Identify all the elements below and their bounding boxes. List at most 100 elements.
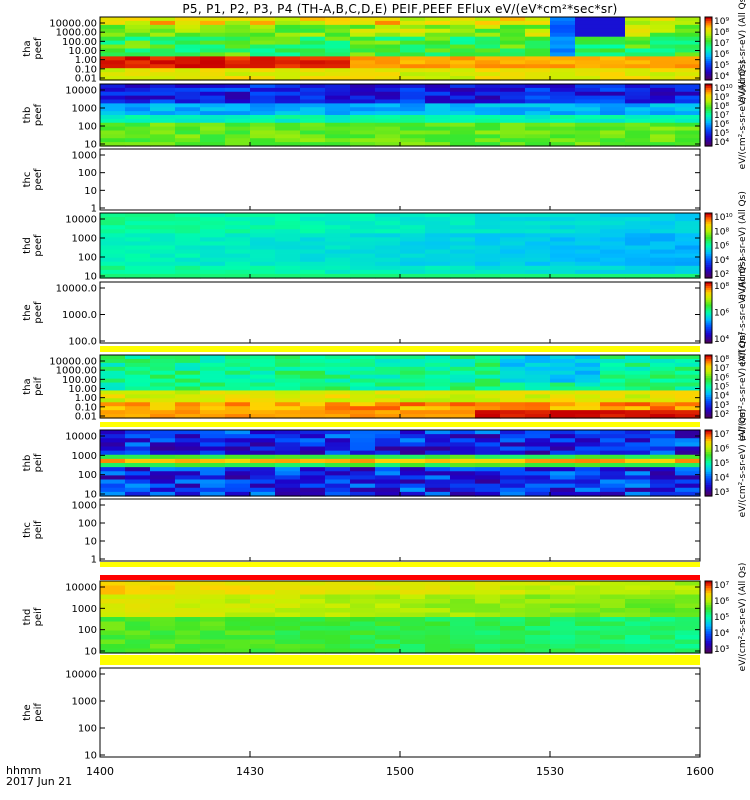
heat-cell: [275, 463, 301, 468]
heat-cell: [675, 406, 701, 411]
heat-cell: [150, 241, 176, 247]
y-tick-label: 10: [84, 490, 97, 501]
heat-cell: [200, 217, 226, 222]
heat-cell: [275, 410, 301, 415]
heat-cell: [400, 273, 426, 279]
heat-cell: [175, 394, 201, 399]
heat-cell: [525, 261, 551, 267]
heat-cell: [475, 355, 501, 360]
heat-cell: [525, 398, 551, 403]
colorbar-tick-label: 10⁶: [714, 597, 729, 607]
colorbar-cell: [705, 110, 712, 114]
colorbar-cell: [705, 585, 712, 589]
heat-cell: [200, 599, 226, 605]
heat-cell: [250, 414, 276, 419]
heat-cell: [575, 32, 601, 38]
heat-cell: [525, 103, 551, 108]
heat-cell: [150, 487, 176, 493]
heat-cell: [675, 269, 701, 275]
heat-cell: [225, 491, 251, 497]
heat-cell: [325, 115, 351, 120]
y-tick-label: 100: [78, 168, 97, 179]
y-axis-label-line: thd: [22, 237, 33, 254]
heat-cell: [575, 402, 601, 407]
heat-cell: [475, 91, 501, 97]
heat-cell: [475, 463, 501, 468]
heat-cell: [675, 479, 701, 485]
colorbar-cell: [705, 590, 712, 594]
heat-cell: [500, 217, 526, 222]
heat-cell: [200, 390, 226, 395]
colorbar-cell: [705, 399, 712, 402]
heat-cell: [300, 76, 326, 81]
heat-cell: [600, 438, 626, 443]
colorbar-cell: [705, 127, 712, 131]
colorbar-cell: [705, 115, 712, 118]
heat-cell: [125, 599, 151, 605]
heat-cell: [475, 430, 501, 435]
heat-cell: [525, 134, 551, 139]
heat-cell: [300, 60, 326, 65]
heat-cell: [625, 398, 651, 403]
heat-cell: [100, 95, 126, 101]
heat-cell: [450, 390, 476, 395]
heat-cell: [375, 406, 401, 411]
heat-cell: [600, 648, 626, 654]
heat-cell: [500, 253, 526, 259]
heat-cell: [400, 639, 426, 645]
heat-cell: [600, 390, 626, 395]
heat-cell: [450, 386, 476, 392]
colorbar-cell: [705, 292, 712, 295]
heat-cell: [475, 406, 501, 411]
heat-cell: [550, 608, 576, 614]
heat-cell: [375, 434, 401, 439]
heat-cell: [675, 370, 701, 376]
heat-cell: [375, 635, 401, 641]
colorbar-cell: [705, 46, 712, 50]
heat-cell: [625, 442, 651, 448]
heat-cell: [450, 467, 476, 472]
heat-cell: [400, 217, 426, 222]
x-tick-label-1600: 1600: [686, 765, 714, 778]
heat-cell: [100, 491, 126, 497]
heat-cell: [225, 56, 251, 61]
heat-cell: [425, 639, 451, 645]
heat-cell: [350, 24, 376, 30]
heat-cell: [400, 446, 426, 452]
heat-cell: [400, 142, 426, 147]
colorbar-cell: [705, 607, 712, 611]
colorbar-cell: [705, 65, 712, 68]
heat-cell: [600, 471, 626, 476]
heat-cell: [225, 442, 251, 448]
heat-cell: [200, 115, 226, 120]
heat-cell: [575, 269, 601, 275]
heat-cell: [175, 134, 201, 139]
heat-cell: [100, 594, 126, 600]
heat-cell: [675, 20, 701, 26]
heat-cell: [325, 52, 351, 57]
heat-cell: [225, 32, 251, 38]
heat-cell: [125, 635, 151, 641]
heat-cell: [625, 639, 651, 645]
heat-cell: [275, 438, 301, 443]
heat-cell: [600, 138, 626, 143]
heat-cell: [575, 138, 601, 143]
heat-cell: [250, 237, 276, 243]
heat-cell: [350, 585, 376, 591]
heat-cell: [100, 60, 126, 65]
heat-cell: [175, 36, 201, 42]
separator-strip: [100, 655, 700, 665]
heat-cell: [175, 390, 201, 395]
heat-cell: [525, 491, 551, 497]
heat-cell: [100, 229, 126, 234]
heat-cell: [375, 590, 401, 596]
heat-cell: [650, 130, 676, 135]
heat-cell: [375, 241, 401, 247]
heat-cell: [525, 471, 551, 476]
heat-cell: [625, 390, 651, 395]
heat-cell: [625, 20, 651, 26]
colorbar-cell: [705, 234, 712, 238]
heat-cell: [675, 68, 701, 73]
heat-cell: [675, 225, 701, 230]
heat-cell: [450, 269, 476, 275]
